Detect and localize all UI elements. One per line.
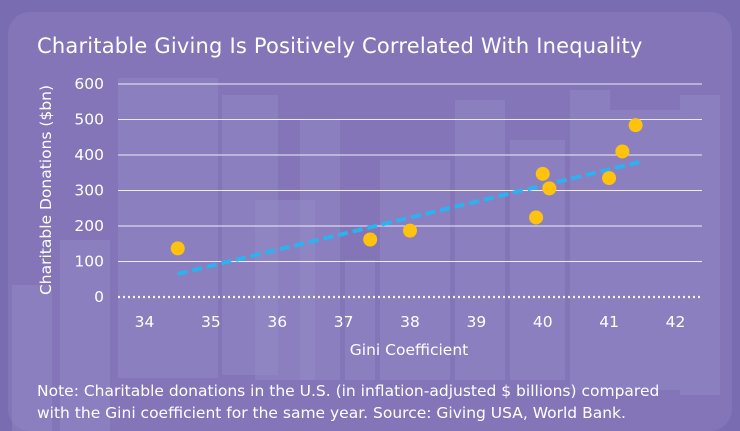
skyline-building-11 [680,95,720,395]
y-axis-label: Charitable Donations ($bn) [37,85,55,295]
x-tick-39: 39 [466,313,486,331]
y-tick-500: 500 [74,111,104,129]
y-tick-300: 300 [74,182,104,200]
skyline-building-7 [455,100,505,380]
skyline-building-9 [570,90,610,390]
footnote: Note: Charitable donations in the U.S. (… [37,380,727,424]
x-tick-37: 37 [334,313,354,331]
chart-title: Charitable Giving Is Positively Correlat… [37,34,643,58]
skyline-building-13 [60,240,110,431]
y-tick-200: 200 [74,217,104,235]
x-axis-ticks: 34 35 36 37 38 39 40 41 42 [135,313,686,331]
data-point-3 [403,223,417,238]
footnote-line-2: with the Gini coefficient for the same y… [37,404,626,422]
skyline-building-4 [300,120,340,380]
skyline-building-8 [510,140,565,380]
skyline-building-3 [255,200,315,380]
skyline-building-2 [222,95,278,375]
footnote-line-1: Note: Charitable donations in the U.S. (… [37,382,660,400]
data-point-4 [529,210,544,225]
x-tick-36: 36 [267,313,287,331]
x-tick-41: 41 [599,313,619,331]
data-point-6 [542,181,557,196]
skyline-building-12 [12,285,52,431]
y-tick-600: 600 [74,75,104,93]
y-tick-400: 400 [74,146,104,164]
x-tick-38: 38 [400,313,420,331]
skyline-building-1 [118,78,218,378]
trendline [177,159,643,276]
skyline-building-5 [345,260,375,380]
y-axis-ticks: 0 100 200 300 400 500 600 [74,75,104,306]
data-point-7 [602,171,617,186]
x-tick-40: 40 [533,313,553,331]
background-panel [8,12,732,431]
x-tick-34: 34 [135,313,155,331]
x-tick-35: 35 [201,313,221,331]
x-tick-42: 42 [666,313,686,331]
data-point-8 [615,144,630,159]
data-points [170,118,643,256]
skyline-building-6 [380,160,450,380]
y-tick-0: 0 [94,288,104,306]
gridlines [118,83,702,299]
y-tick-100: 100 [74,253,104,271]
data-point-9 [628,118,643,133]
data-point-5 [535,166,550,181]
data-point-2 [363,232,378,247]
x-axis-label: Gini Coefficient [350,341,468,359]
data-point-1 [170,241,185,256]
trendline-group [177,159,643,276]
